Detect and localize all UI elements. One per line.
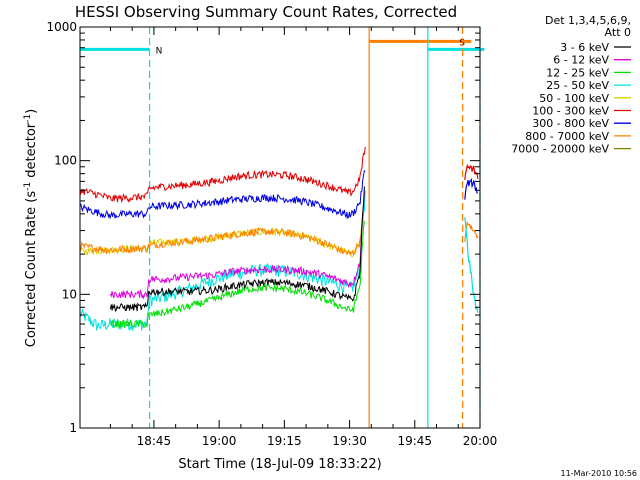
chart-title: HESSI Observing Summary Count Rates, Cor… <box>75 3 457 21</box>
series-line-6-12-kev <box>109 191 365 300</box>
y-tick-label-1: 1 <box>69 421 77 435</box>
series-line-25-50-kev <box>79 190 366 331</box>
series-line-12-25-kev <box>109 220 365 329</box>
x-tick-label-19-30: 19:30 <box>332 434 367 448</box>
axes-frame <box>79 26 481 429</box>
legend-title-line-2: Att 0 <box>605 26 631 39</box>
y-axis-label-end: ) <box>24 109 39 114</box>
y-axis-label-main: Corrected Count Rate (s <box>24 191 39 348</box>
series-line-50-100-kev <box>79 207 364 258</box>
x-axis-label: Start Time (18-Jul-09 18:33:22) <box>178 457 381 472</box>
legend-label-7000-20000-kev: 7000 - 20000 keV <box>511 143 609 156</box>
legend-label-300-800-kev: 300 - 800 keV <box>532 117 609 130</box>
y-axis-label-superscript-2: -1 <box>23 114 33 123</box>
series-line-3-6-kev <box>109 186 365 312</box>
y-axis-label: Corrected Count Rate (s-1 detector-1) <box>23 109 39 347</box>
plot-area: NS <box>79 27 485 428</box>
x-tick-label-20-00: 20:00 <box>463 434 498 448</box>
late-segment-300-800-kev <box>464 177 479 200</box>
legend-label-50-100-kev: 50 - 100 keV <box>539 92 609 105</box>
late-segment-25-50-kev <box>464 217 479 313</box>
x-tick-label-18-45: 18:45 <box>137 434 172 448</box>
axes: 18:45 19:00 19:15 19:30 19:45 20:00 1 10 100 1000 <box>46 20 497 448</box>
x-tick-label-19-00: 19:00 <box>202 434 237 448</box>
legend-label-12-25-kev: 12 - 25 keV <box>546 66 609 79</box>
late-segment-800-7000-kev <box>464 221 479 242</box>
series-line-800-7000-kev <box>79 212 364 256</box>
legend-label-6-12-kev: 6 - 12 keV <box>553 54 609 67</box>
legend-label-25-50-kev: 25 - 50 keV <box>546 79 609 92</box>
y-axis-label-middle: detector <box>24 122 39 182</box>
late-segment-100-300-kev <box>464 163 479 180</box>
x-tick-label-19-15: 19:15 <box>267 434 302 448</box>
x-tick-label-19-45: 19:45 <box>397 434 432 448</box>
legend-title-line-1: Det 1,3,4,5,6,9, <box>545 14 631 27</box>
series-line-300-800-kev <box>79 170 366 219</box>
legend-label-100-300-kev: 100 - 300 keV <box>532 105 609 118</box>
legend-label-800-7000-kev: 800 - 7000 keV <box>525 130 609 143</box>
plot-timestamp: 11-Mar-2010 10:56 <box>561 469 638 478</box>
series-line-100-300-kev <box>79 146 366 204</box>
y-tick-label-1000: 1000 <box>46 20 77 34</box>
legend-label-3-6-kev: 3 - 6 keV <box>560 41 609 54</box>
y-tick-label-10: 10 <box>62 287 77 301</box>
y-axis-label-superscript-1: -1 <box>23 182 33 191</box>
y-tick-label-100: 100 <box>54 154 77 168</box>
flag-label-n: N <box>156 46 163 56</box>
